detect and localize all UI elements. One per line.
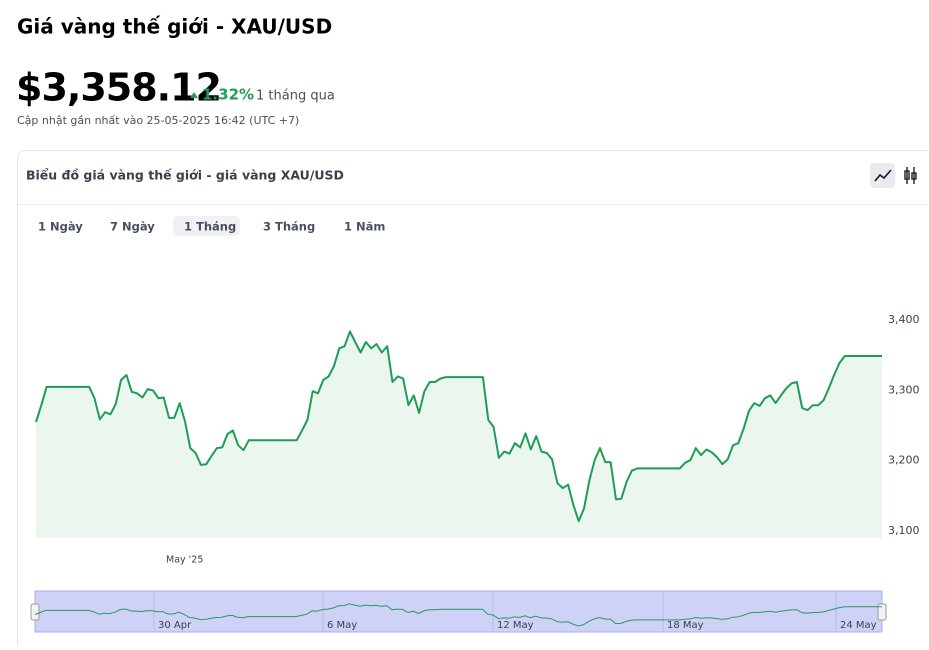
navigator-label: 12 May	[497, 620, 534, 631]
y-tick-label: 3,300	[888, 383, 920, 396]
tab[interactable]: 1 Năm	[344, 220, 385, 234]
navigator-handle[interactable]	[31, 604, 39, 620]
y-tick-label: 3,200	[888, 454, 920, 467]
navigator-label: 24 May	[840, 620, 877, 631]
tab[interactable]: 3 Tháng	[263, 220, 315, 234]
change: 1.32%	[202, 86, 254, 104]
period: 1 tháng qua	[256, 89, 335, 104]
updated: Cập nhật gần nhất vào 25-05-2025 16:42 (…	[17, 114, 299, 127]
page-title: Giá vàng thế giới - XAU/USD	[17, 15, 332, 39]
price: $3,358.12	[16, 66, 221, 110]
y-tick-label: 3,100	[888, 524, 920, 537]
navigator-label: 18 May	[667, 620, 704, 631]
tab[interactable]: 7 Ngày	[110, 220, 155, 234]
tab[interactable]: 1 Ngày	[38, 220, 83, 234]
y-tick-label: 3,400	[888, 313, 920, 326]
card-title: Biểu đồ giá vàng thế giới - giá vàng XAU…	[26, 168, 344, 183]
line-mode-button[interactable]	[870, 163, 895, 188]
navigator-label: 6 May	[327, 620, 357, 631]
navigator-label: 30 Apr	[158, 620, 192, 631]
tab-active[interactable]: 1 Tháng	[184, 220, 236, 234]
x-tick-label: May '25	[166, 555, 203, 566]
